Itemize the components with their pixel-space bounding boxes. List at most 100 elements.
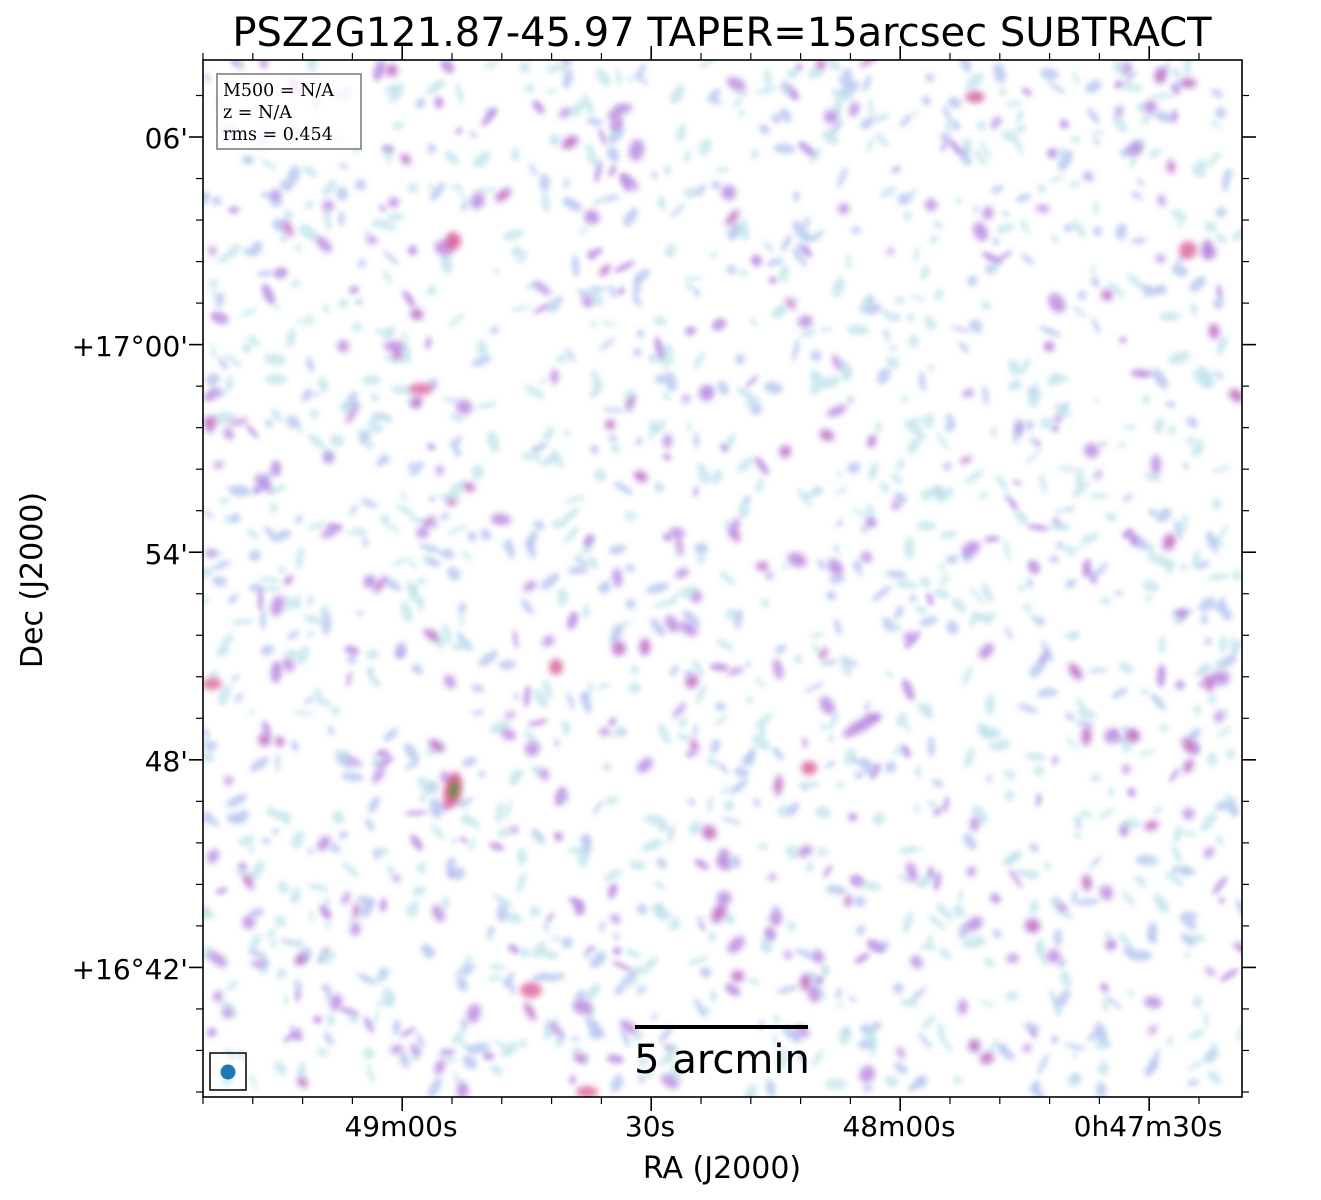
noise-blob [1178, 867, 1196, 876]
noise-blob [570, 1036, 581, 1042]
noise-blob [346, 670, 352, 688]
noise-blob [203, 751, 216, 763]
noise-blob [1021, 253, 1035, 265]
noise-blob [625, 598, 636, 610]
noise-blob [1228, 803, 1239, 817]
noise-blob [972, 205, 980, 215]
noise-blob [916, 702, 933, 720]
noise-blob [1215, 206, 1227, 218]
noise-blob [218, 684, 232, 706]
noise-blob [354, 298, 363, 306]
noise-blob [297, 1062, 307, 1079]
noise-blob [1158, 636, 1166, 654]
noise-blob [203, 566, 214, 581]
noise-blob [431, 904, 445, 923]
noise-blob [236, 867, 246, 876]
noise-blob [962, 935, 987, 949]
noise-blob [798, 1053, 805, 1064]
noise-blob [1170, 209, 1187, 221]
noise-blob [918, 371, 926, 393]
noise-blob [444, 150, 460, 166]
noise-blob [635, 436, 643, 446]
noise-blob [849, 101, 860, 117]
noise-blob [750, 318, 758, 326]
noise-blob [510, 825, 519, 834]
noise-blob [737, 269, 749, 276]
noise-blob [475, 401, 498, 410]
noise-blob [866, 434, 877, 449]
noise-blob [1004, 626, 1013, 640]
noise-blob [374, 219, 397, 231]
noise-blob [897, 192, 911, 206]
noise-blob [519, 61, 531, 74]
noise-blob [578, 550, 584, 558]
noise-blob [242, 915, 256, 930]
noise-blob [296, 319, 309, 326]
noise-blob [269, 501, 278, 514]
noise-blob [785, 802, 800, 817]
noise-blob [1185, 761, 1192, 771]
noise-blob [944, 118, 957, 131]
noise-blob [684, 276, 704, 281]
noise-blob [364, 228, 370, 238]
noise-blob [783, 950, 793, 960]
noise-blob [510, 148, 520, 161]
noise-blob [286, 327, 296, 348]
noise-blob [636, 757, 653, 773]
noise-blob [1121, 891, 1136, 907]
noise-blob [607, 112, 624, 124]
noise-blob [366, 667, 374, 675]
noise-blob [246, 528, 259, 540]
noise-blob [939, 530, 957, 540]
noise-blob [836, 167, 848, 188]
noise-blob [888, 344, 898, 352]
noise-blob [710, 251, 718, 258]
noise-blob [762, 240, 775, 253]
noise-blob [897, 874, 913, 883]
noise-blob [386, 213, 405, 221]
noise-blob [230, 512, 241, 523]
noise-blob [561, 720, 571, 736]
noise-blob [833, 544, 841, 555]
noise-blob [1121, 818, 1140, 829]
noise-blob [389, 83, 405, 104]
noise-blob [1007, 379, 1023, 392]
noise-blob [1207, 1070, 1222, 1084]
noise-blob [1121, 739, 1132, 753]
noise-blob [812, 1049, 824, 1067]
noise-blob [896, 458, 905, 471]
noise-blob [529, 905, 541, 917]
noise-blob [695, 184, 707, 197]
noise-blob [1205, 967, 1216, 977]
noise-blob [1060, 970, 1072, 989]
noise-blob [306, 521, 326, 531]
noise-blob [470, 684, 485, 693]
noise-blob [354, 179, 367, 191]
noise-blob [752, 798, 762, 807]
noise-blob [692, 723, 698, 739]
noise-blob [482, 1052, 495, 1061]
noise-blob [1150, 454, 1162, 476]
noise-blob [664, 371, 678, 392]
noise-blob [1091, 276, 1100, 288]
noise-blob [520, 452, 535, 461]
noise-blob [938, 563, 945, 572]
noise-blob [1070, 136, 1081, 143]
noise-blob [940, 132, 951, 142]
noise-blob [1097, 807, 1116, 820]
noise-blob [539, 949, 560, 960]
noise-blob [338, 210, 345, 227]
noise-blob [665, 1043, 677, 1064]
noise-blob [248, 709, 254, 716]
noise-blob [290, 279, 301, 289]
noise-blob [824, 760, 836, 769]
noise-blob [845, 897, 851, 905]
noise-blob [243, 247, 251, 256]
noise-blob [1144, 996, 1162, 1009]
noise-blob [249, 933, 262, 952]
noise-blob [685, 282, 694, 291]
noise-blob [754, 678, 766, 687]
noise-blob [576, 1055, 584, 1061]
noise-blob [619, 173, 632, 192]
noise-blob [1025, 420, 1034, 431]
